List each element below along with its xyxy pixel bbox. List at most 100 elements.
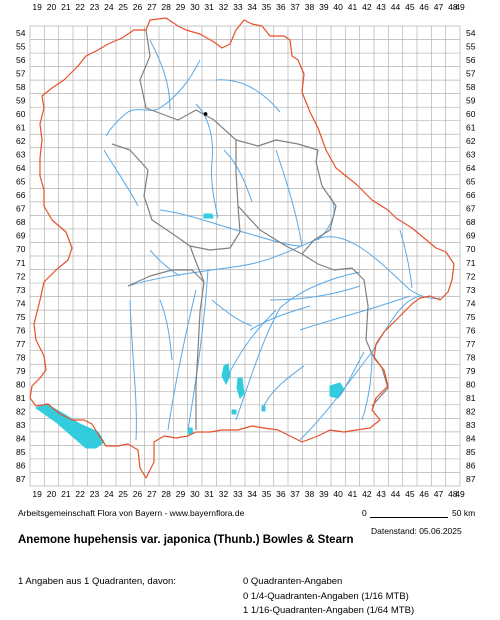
column-label: 41 <box>348 489 358 499</box>
column-label: 44 <box>391 2 401 12</box>
row-label: 75 <box>466 312 476 322</box>
column-label: 30 <box>190 2 200 12</box>
row-label: 82 <box>16 407 26 417</box>
row-label: 86 <box>16 461 26 471</box>
column-label: 32 <box>219 489 229 499</box>
row-label: 55 <box>466 41 476 51</box>
row-label: 63 <box>16 150 26 160</box>
row-label: 79 <box>16 366 26 376</box>
river-isar <box>235 271 361 421</box>
row-label: 65 <box>16 177 26 187</box>
river-alz <box>339 351 365 397</box>
row-label: 85 <box>16 447 26 457</box>
river-main <box>105 59 201 137</box>
river-ilz <box>399 229 413 289</box>
column-label: 32 <box>219 2 229 12</box>
row-label: 69 <box>16 231 26 241</box>
column-label: 27 <box>147 489 157 499</box>
column-label: 33 <box>233 2 243 12</box>
row-label: 55 <box>16 41 26 51</box>
row-label: 59 <box>466 95 476 105</box>
row-label: 73 <box>466 285 476 295</box>
column-label: 46 <box>419 489 429 499</box>
row-label: 70 <box>466 244 476 254</box>
river-paar <box>211 299 253 327</box>
district-borders <box>111 29 389 430</box>
column-label: 34 <box>247 489 257 499</box>
column-label: 19 <box>32 489 42 499</box>
scale-start-label: 0 <box>362 508 367 518</box>
border-lower-bavaria <box>301 253 389 407</box>
column-label: 28 <box>161 489 171 499</box>
column-label: 45 <box>405 2 415 12</box>
river-iller <box>129 299 137 441</box>
river-roter-main <box>215 79 281 113</box>
row-label: 77 <box>466 339 476 349</box>
column-label: 47 <box>434 489 444 499</box>
row-label: 70 <box>16 244 26 254</box>
river-tauber <box>103 149 139 207</box>
lake-starnberg <box>236 377 245 399</box>
row-label: 72 <box>16 271 26 281</box>
row-label: 79 <box>466 366 476 376</box>
lake-kochelsee <box>231 409 237 415</box>
row-label: 81 <box>16 393 26 403</box>
river-naab <box>275 149 303 247</box>
row-label: 74 <box>466 298 476 308</box>
row-label: 61 <box>466 122 476 132</box>
column-label: 39 <box>319 2 329 12</box>
row-label: 71 <box>16 258 26 268</box>
row-label: 61 <box>16 122 26 132</box>
row-label: 86 <box>466 461 476 471</box>
river-altmuehl <box>159 209 301 247</box>
river-wernitz <box>149 249 181 277</box>
river-rott <box>299 295 411 331</box>
row-label: 62 <box>16 136 26 146</box>
column-label: 27 <box>147 2 157 12</box>
species-title: Anemone hupehensis var. japonica (Thunb.… <box>18 534 354 546</box>
row-label: 78 <box>16 352 26 362</box>
column-label: 31 <box>204 2 214 12</box>
row-label: 54 <box>466 28 476 38</box>
record-summary: 1 Angaben aus 1 Quadranten, davon: <box>18 576 176 587</box>
stat-quarter-quadrant: 0 1/4-Quadranten-Angaben (1/16 MTB) <box>243 591 409 602</box>
scale-bar <box>370 517 448 518</box>
column-label: 38 <box>305 489 315 499</box>
row-label: 83 <box>466 420 476 430</box>
column-label: 20 <box>47 489 57 499</box>
row-label: 81 <box>466 393 476 403</box>
row-label: 76 <box>466 325 476 335</box>
lake-forggensee <box>187 427 194 435</box>
row-label: 67 <box>466 204 476 214</box>
row-label: 60 <box>16 109 26 119</box>
column-label: 23 <box>90 2 100 12</box>
column-label: 25 <box>118 489 128 499</box>
row-label: 57 <box>466 68 476 78</box>
column-label: 26 <box>133 2 143 12</box>
row-label: 68 <box>16 217 26 227</box>
row-label: 66 <box>466 190 476 200</box>
column-label: 48 <box>448 2 458 12</box>
column-label: 35 <box>262 2 272 12</box>
column-label: 26 <box>133 489 143 499</box>
row-label: 54 <box>16 28 26 38</box>
column-label: 37 <box>290 489 300 499</box>
credit-text: Arbeitsgemeinschaft Flora von Bayern - w… <box>18 508 245 518</box>
row-label: 71 <box>466 258 476 268</box>
column-label: 42 <box>362 489 372 499</box>
row-label: 76 <box>16 325 26 335</box>
river-amper <box>225 309 277 381</box>
river-pegnitz <box>223 149 253 203</box>
column-label: 35 <box>262 489 272 499</box>
column-label: 21 <box>61 489 71 499</box>
column-label: 29 <box>176 489 186 499</box>
column-label: 49 <box>455 489 465 499</box>
column-label: 34 <box>247 2 257 12</box>
column-label: 48 <box>448 489 458 499</box>
row-label: 75 <box>16 312 26 322</box>
occurrence-points <box>203 112 208 116</box>
column-label: 30 <box>190 489 200 499</box>
data-date: Datenstand: 05.06.2025 <box>371 526 462 536</box>
stat-quadrant: 0 Quadranten-Angaben <box>243 576 343 587</box>
row-label: 69 <box>466 231 476 241</box>
